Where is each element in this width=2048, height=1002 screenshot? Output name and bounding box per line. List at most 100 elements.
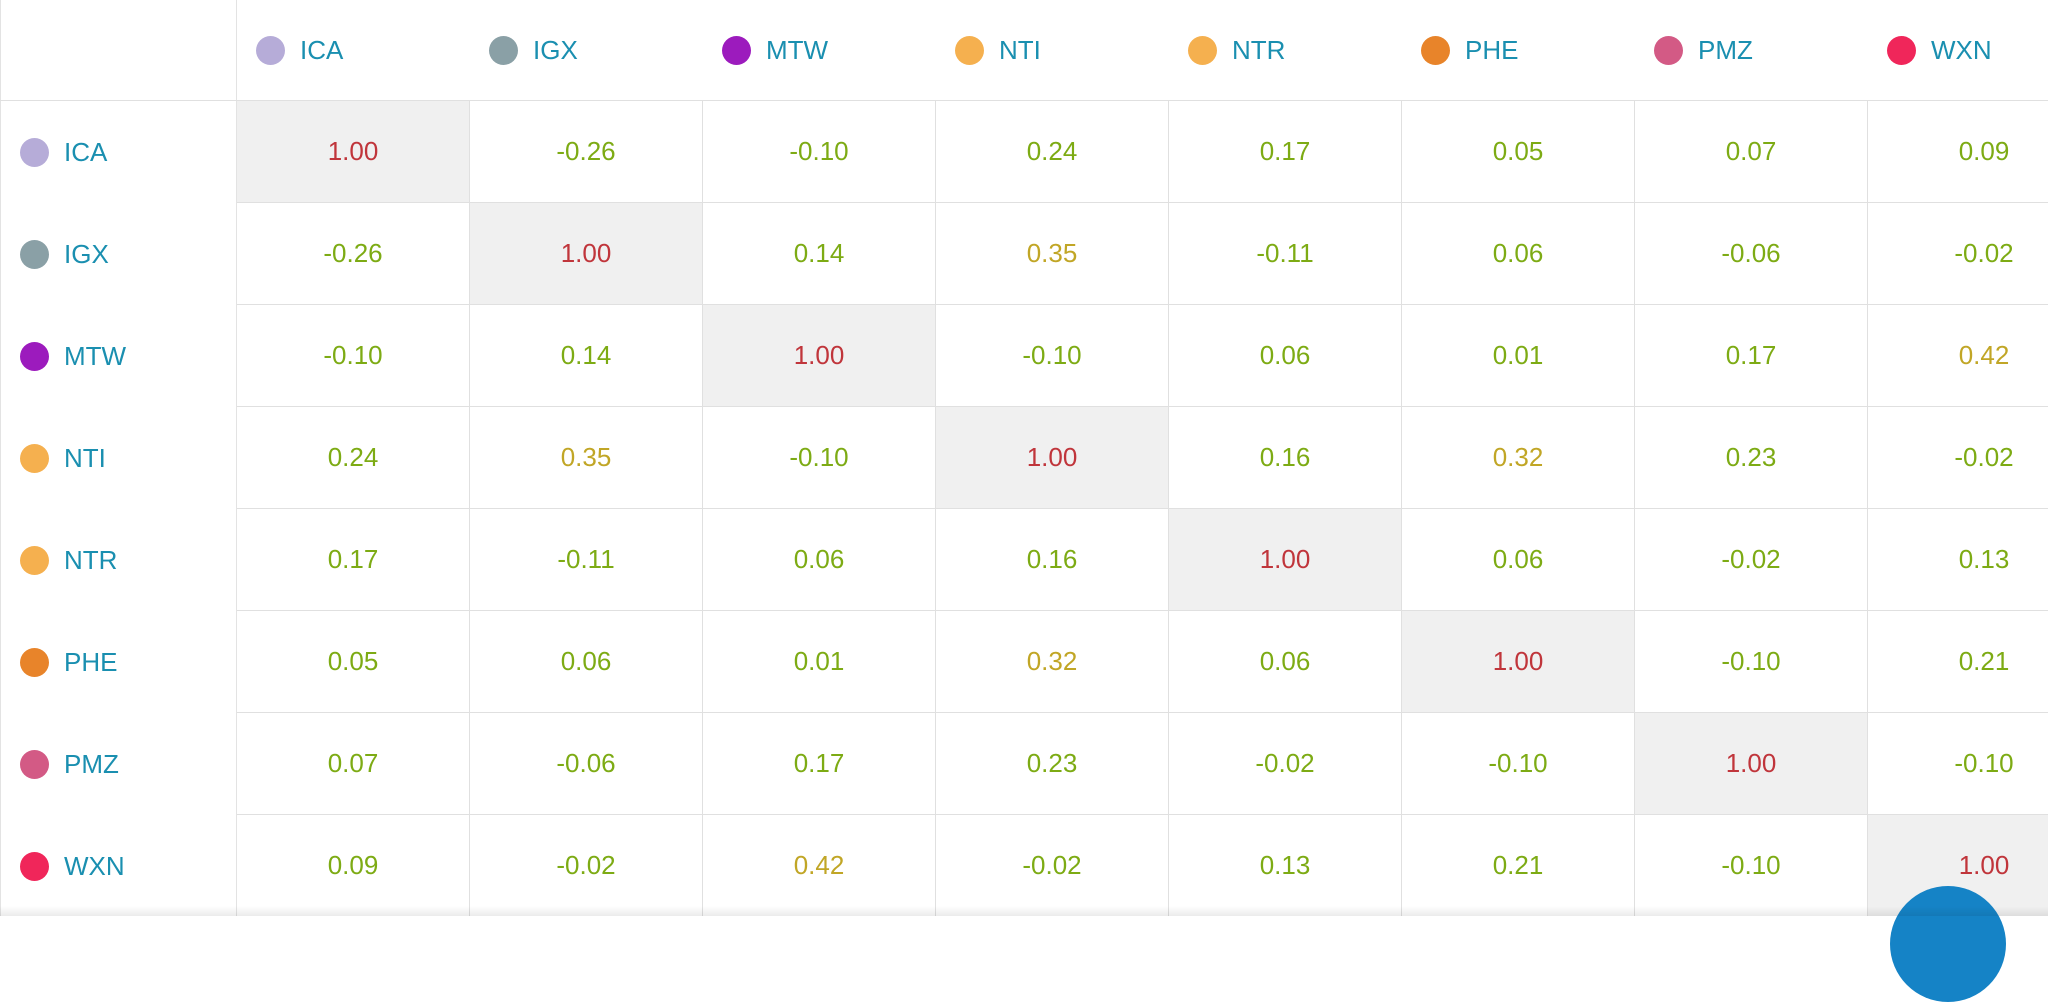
column-label-mtw: MTW: [766, 34, 829, 65]
row-label-ica: ICA: [64, 136, 108, 167]
cell-pmz-phe: -0.10: [1402, 713, 1635, 815]
cell-wxn-pmz: -0.10: [1635, 815, 1868, 916]
column-header-pmz: PMZ: [1635, 0, 1868, 100]
bottom-shadow: [0, 906, 2048, 916]
row-label-ntr: NTR: [64, 544, 118, 575]
cell-wxn-mtw: 0.42: [703, 815, 936, 916]
cell-igx-wxn: -0.02: [1868, 203, 2048, 305]
cell-mtw-ntr: 0.06: [1169, 305, 1402, 407]
cell-ica-nti: 0.24: [936, 101, 1169, 203]
cell-nti-ica: 0.24: [237, 407, 470, 509]
column-label-wxn: WXN: [1931, 34, 1992, 65]
legend-dot-icon: [20, 647, 49, 677]
legend-dot-icon: [1421, 35, 1450, 65]
cell-igx-ntr: -0.11: [1169, 203, 1402, 305]
cell-nti-phe: 0.32: [1402, 407, 1635, 509]
cell-phe-nti: 0.32: [936, 611, 1169, 713]
cell-igx-mtw: 0.14: [703, 203, 936, 305]
cell-nti-ntr: 0.16: [1169, 407, 1402, 509]
legend-dot-icon: [1887, 35, 1916, 65]
cell-phe-phe: 1.00: [1402, 611, 1635, 713]
cell-mtw-mtw: 1.00: [703, 305, 936, 407]
floating-action-button[interactable]: [1890, 886, 2006, 1002]
row-header-ntr: NTR: [0, 509, 237, 611]
cell-igx-phe: 0.06: [1402, 203, 1635, 305]
cell-pmz-ntr: -0.02: [1169, 713, 1402, 815]
cell-wxn-ntr: 0.13: [1169, 815, 1402, 916]
cell-nti-igx: 0.35: [470, 407, 703, 509]
cell-wxn-nti: -0.02: [936, 815, 1169, 916]
legend-dot-icon: [489, 35, 518, 65]
legend-dot-icon: [256, 35, 285, 65]
column-label-pmz: PMZ: [1698, 34, 1753, 65]
cell-igx-igx: 1.00: [470, 203, 703, 305]
column-header-ica: ICA: [237, 0, 470, 100]
cell-pmz-mtw: 0.17: [703, 713, 936, 815]
cell-pmz-ica: 0.07: [237, 713, 470, 815]
row-label-wxn: WXN: [64, 850, 125, 881]
cell-pmz-wxn: -0.10: [1868, 713, 2048, 815]
row-label-nti: NTI: [64, 442, 106, 473]
row-header-ica: ICA: [0, 101, 237, 203]
cell-phe-igx: 0.06: [470, 611, 703, 713]
cell-nti-mtw: -0.10: [703, 407, 936, 509]
row-header-pmz: PMZ: [0, 713, 237, 815]
cell-phe-wxn: 0.21: [1868, 611, 2048, 713]
column-header-ntr: NTR: [1169, 0, 1402, 100]
cell-phe-mtw: 0.01: [703, 611, 936, 713]
correlation-matrix: ICA IGX MTW NTI NTR PHE PMZ WXN ICA IGX MTW NTI NTR P…: [0, 0, 2048, 916]
cell-phe-ntr: 0.06: [1169, 611, 1402, 713]
row-header-phe: PHE: [0, 611, 237, 713]
cell-ica-pmz: 0.07: [1635, 101, 1868, 203]
cell-igx-nti: 0.35: [936, 203, 1169, 305]
legend-dot-icon: [20, 851, 49, 881]
column-label-ica: ICA: [300, 34, 344, 65]
legend-dot-icon: [20, 341, 49, 371]
cell-pmz-igx: -0.06: [470, 713, 703, 815]
cell-ica-wxn: 0.09: [1868, 101, 2048, 203]
row-label-mtw: MTW: [64, 340, 127, 371]
column-header-igx: IGX: [470, 0, 703, 100]
cell-ntr-igx: -0.11: [470, 509, 703, 611]
column-header-wxn: WXN: [1868, 0, 2048, 100]
cell-pmz-pmz: 1.00: [1635, 713, 1868, 815]
cell-ica-ntr: 0.17: [1169, 101, 1402, 203]
column-header-bar: [0, 0, 2048, 101]
legend-dot-icon: [20, 137, 49, 167]
column-header-phe: PHE: [1402, 0, 1635, 100]
row-header-wxn: WXN: [0, 815, 237, 916]
cell-wxn-igx: -0.02: [470, 815, 703, 916]
legend-dot-icon: [1188, 35, 1217, 65]
cell-ntr-pmz: -0.02: [1635, 509, 1868, 611]
cell-igx-ica: -0.26: [237, 203, 470, 305]
legend-dot-icon: [955, 35, 984, 65]
cell-mtw-igx: 0.14: [470, 305, 703, 407]
cell-igx-pmz: -0.06: [1635, 203, 1868, 305]
cell-ntr-mtw: 0.06: [703, 509, 936, 611]
cell-ica-igx: -0.26: [470, 101, 703, 203]
cell-ntr-nti: 0.16: [936, 509, 1169, 611]
cell-ica-mtw: -0.10: [703, 101, 936, 203]
row-header-nti: NTI: [0, 407, 237, 509]
legend-dot-icon: [1654, 35, 1683, 65]
cell-ica-ica: 1.00: [237, 101, 470, 203]
cell-wxn-ica: 0.09: [237, 815, 470, 916]
legend-dot-icon: [20, 443, 49, 473]
column-label-ntr: NTR: [1232, 34, 1286, 65]
corner-cell: [0, 0, 237, 100]
row-label-igx: IGX: [64, 238, 109, 269]
row-header-mtw: MTW: [0, 305, 237, 407]
row-label-pmz: PMZ: [64, 748, 119, 779]
column-header-nti: NTI: [936, 0, 1169, 100]
cell-ica-phe: 0.05: [1402, 101, 1635, 203]
cell-phe-pmz: -0.10: [1635, 611, 1868, 713]
row-header-igx: IGX: [0, 203, 237, 305]
cell-ntr-ntr: 1.00: [1169, 509, 1402, 611]
legend-dot-icon: [20, 239, 49, 269]
column-label-igx: IGX: [533, 34, 578, 65]
cell-mtw-phe: 0.01: [1402, 305, 1635, 407]
row-label-phe: PHE: [64, 646, 118, 677]
cell-mtw-wxn: 0.42: [1868, 305, 2048, 407]
cell-ntr-wxn: 0.13: [1868, 509, 2048, 611]
cell-phe-ica: 0.05: [237, 611, 470, 713]
